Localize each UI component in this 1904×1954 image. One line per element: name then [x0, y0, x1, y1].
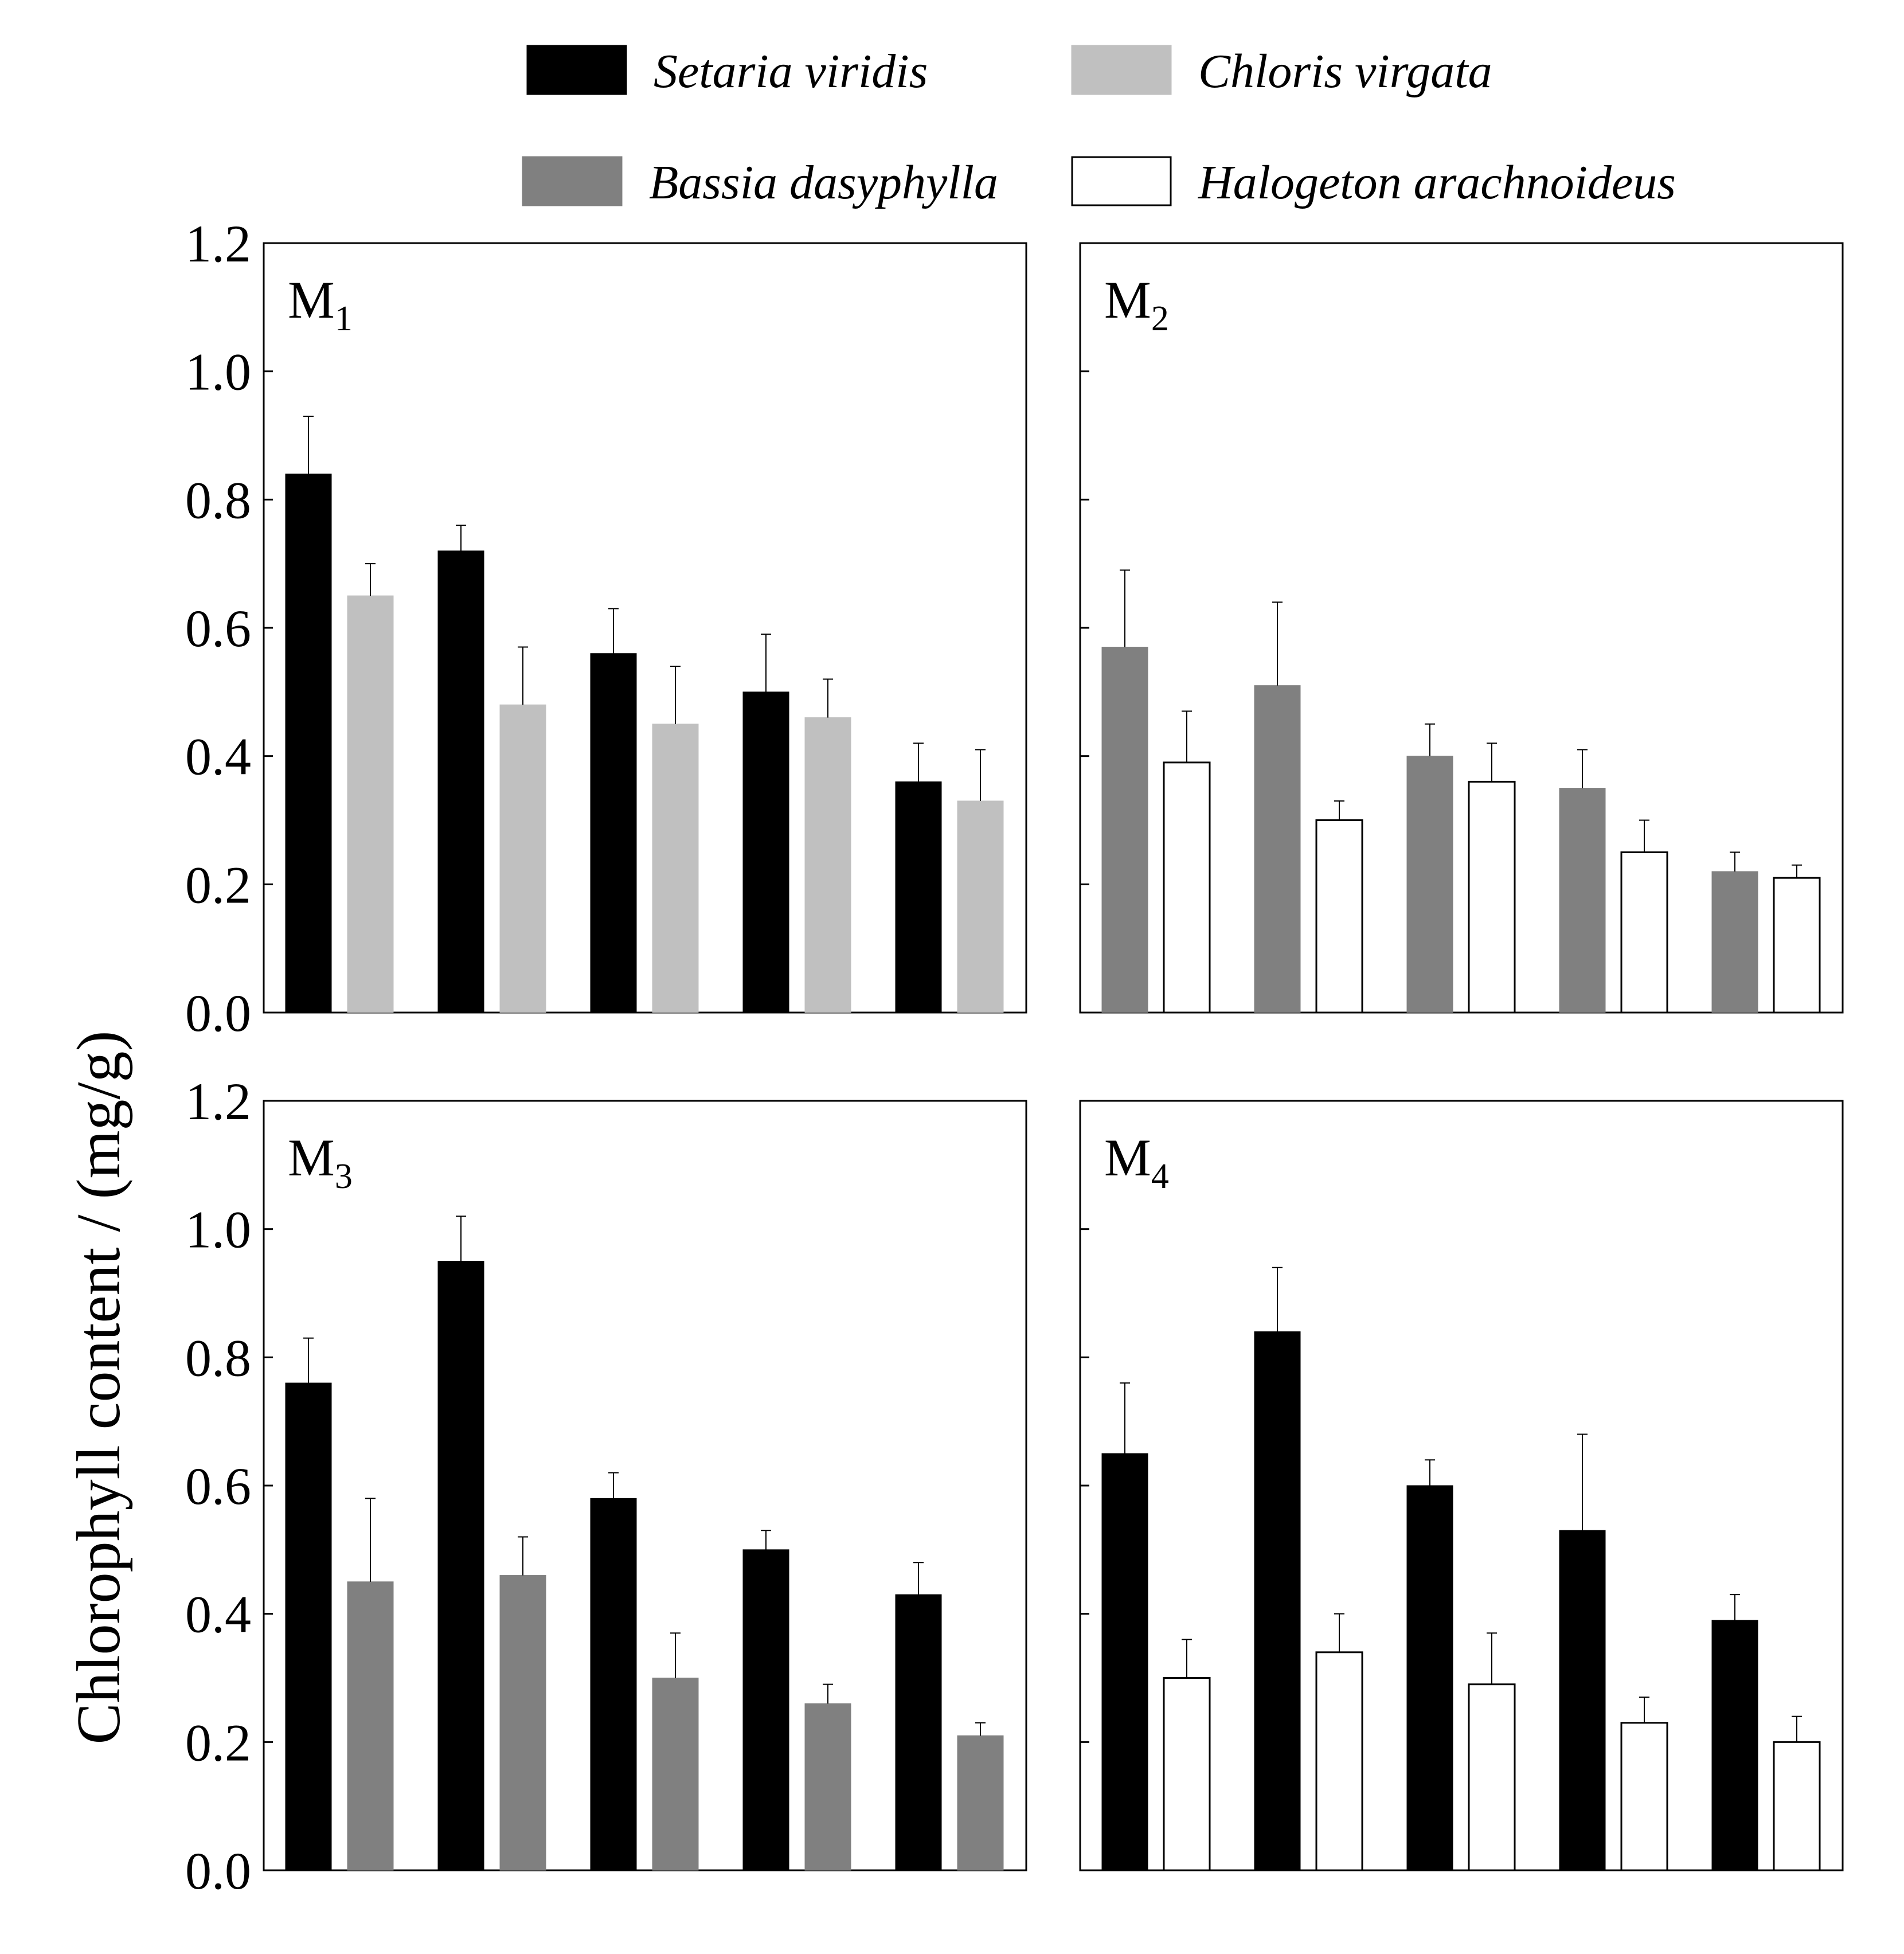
m1-panel-subscript: 1 — [335, 299, 353, 338]
m3-bar-bassia-dasyphylla-3 — [652, 1678, 699, 1871]
m1-bar-chloris-virgata-4 — [804, 717, 851, 1013]
m1-bar-setaria-viridis-2 — [437, 550, 484, 1013]
m1-y-tick-label: 0.4 — [185, 728, 251, 786]
m4-bar-setaria-viridis-3 — [1406, 1485, 1453, 1871]
m4-panel-subscript: 4 — [1151, 1157, 1169, 1196]
m3-panel-label: M3 — [288, 1128, 353, 1196]
m4-bar-setaria-viridis-1 — [1101, 1453, 1148, 1871]
m1-y-tick-label: 0.6 — [185, 599, 251, 658]
m4-bar-setaria-viridis-2 — [1254, 1331, 1301, 1871]
m4-bar-halogeton-arachnoideus-2 — [1315, 1651, 1363, 1871]
m2-bar-bassia-dasyphylla-2 — [1254, 685, 1301, 1013]
m2-bar-halogeton-arachnoideus-1 — [1163, 761, 1211, 1014]
m2-panel-label: M2 — [1104, 271, 1169, 338]
m3-bar-bassia-dasyphylla-4 — [804, 1703, 851, 1871]
m1-y-tick-label: 0.2 — [185, 855, 251, 914]
m4-bar-setaria-viridis-5 — [1711, 1620, 1758, 1871]
legend-label-bassia-dasyphylla: Bassia dasyphylla — [649, 156, 998, 209]
m1-bar-setaria-viridis-1 — [285, 474, 332, 1013]
legend-label-chloris-virgata: Chloris virgata — [1198, 45, 1492, 98]
legend-swatch-chloris-virgata — [1071, 45, 1172, 95]
m1-y-tick-label: 1.2 — [185, 214, 251, 273]
legend-swatch-setaria-viridis — [526, 45, 627, 95]
m3-y-tick-label: 0.0 — [185, 1842, 251, 1900]
m3-bar-bassia-dasyphylla-5 — [957, 1735, 1004, 1871]
m3-y-tick-label: 1.0 — [185, 1201, 251, 1259]
legend: Setaria viridis Chloris virgata Bassia d… — [522, 45, 1676, 209]
m2-bar-halogeton-arachnoideus-4 — [1620, 851, 1668, 1014]
m3-y-tick-label: 1.2 — [185, 1072, 251, 1131]
m1-bar-setaria-viridis-5 — [895, 781, 942, 1013]
m1-y-tick-label: 1.0 — [185, 343, 251, 401]
panel-m1: 0.0 0.2 0.4 0.6 0.8 1.0 1.2 M1 — [185, 214, 1027, 1042]
panel-m4: M4 — [1079, 1100, 1844, 1871]
m3-y-tick-label: 0.8 — [185, 1328, 251, 1387]
m4-bar-halogeton-arachnoideus-1 — [1163, 1677, 1211, 1871]
m4-bar-setaria-viridis-4 — [1559, 1530, 1606, 1871]
panel-m2: M2 — [1079, 242, 1844, 1014]
m3-bar-setaria-viridis-1 — [285, 1382, 332, 1871]
m3-bar-bassia-dasyphylla-1 — [347, 1581, 394, 1871]
m1-panel-label: M1 — [288, 271, 353, 338]
m2-bar-bassia-dasyphylla-1 — [1101, 647, 1148, 1013]
m4-bar-halogeton-arachnoideus-3 — [1468, 1683, 1516, 1871]
m1-bar-chloris-virgata-1 — [347, 595, 394, 1013]
m3-bar-setaria-viridis-5 — [895, 1594, 942, 1871]
m3-panel-subscript: 3 — [335, 1157, 353, 1196]
m1-bar-chloris-virgata-2 — [499, 704, 546, 1013]
legend-label-setaria-viridis: Setaria viridis — [654, 45, 928, 98]
legend-swatch-halogeton-arachnoideus — [1071, 156, 1172, 206]
m4-panel-label: M4 — [1104, 1128, 1169, 1196]
m1-y-tick-label: 0.0 — [185, 984, 251, 1042]
legend-swatch-bassia-dasyphylla — [522, 156, 623, 206]
y-axis-label: Chlorophyll content / (mg/g) — [65, 1031, 133, 1745]
panel-m3: 0.0 0.2 0.4 0.6 0.8 1.0 1.2 M3 — [185, 1072, 1027, 1900]
m1-bar-chloris-virgata-5 — [957, 800, 1004, 1013]
m3-bar-setaria-viridis-2 — [437, 1261, 484, 1871]
m1-bar-chloris-virgata-3 — [652, 724, 699, 1013]
legend-label-halogeton-arachnoideus: Halogeton arachnoideus — [1198, 156, 1676, 209]
m3-y-tick-label: 0.6 — [185, 1457, 251, 1515]
m2-bar-bassia-dasyphylla-5 — [1711, 871, 1758, 1013]
m2-bar-halogeton-arachnoideus-3 — [1468, 780, 1516, 1014]
m3-y-tick-label: 0.4 — [185, 1585, 251, 1644]
m2-bar-halogeton-arachnoideus-2 — [1315, 819, 1363, 1014]
m3-y-tick-label: 0.2 — [185, 1713, 251, 1772]
m4-bar-halogeton-arachnoideus-4 — [1620, 1722, 1668, 1871]
m1-bar-setaria-viridis-4 — [742, 691, 789, 1013]
m1-y-tick-label: 0.8 — [185, 471, 251, 529]
m4-bar-halogeton-arachnoideus-5 — [1773, 1741, 1821, 1871]
m3-bar-setaria-viridis-3 — [590, 1498, 637, 1871]
m2-bar-halogeton-arachnoideus-5 — [1773, 877, 1821, 1014]
m2-bar-bassia-dasyphylla-3 — [1406, 756, 1453, 1013]
m3-bar-bassia-dasyphylla-2 — [499, 1575, 546, 1871]
m3-bar-setaria-viridis-4 — [742, 1549, 789, 1871]
m2-bar-bassia-dasyphylla-4 — [1559, 788, 1606, 1013]
m1-bar-setaria-viridis-3 — [590, 653, 637, 1013]
m2-panel-subscript: 2 — [1151, 299, 1169, 338]
